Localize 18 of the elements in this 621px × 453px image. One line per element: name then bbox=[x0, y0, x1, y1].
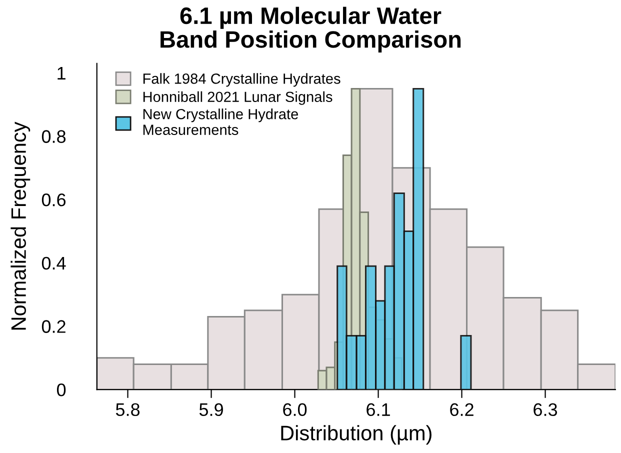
chart-title: 6.1 µm Molecular Water Band Position Comparison bbox=[160, 6, 461, 53]
x-tick-label: 6.0 bbox=[283, 403, 307, 416]
x-tick-label: 5.9 bbox=[199, 403, 223, 416]
legend-label: Falk 1984 Crystalline Hydrates bbox=[143, 73, 340, 87]
y-tick-label: 0 bbox=[56, 384, 66, 396]
x-tick-label: 6.3 bbox=[534, 403, 558, 416]
y-tick-label: 0.2 bbox=[42, 320, 66, 333]
y-tick-label: 0.6 bbox=[42, 194, 66, 206]
legend-label: Honniball 2021 Lunar Signals bbox=[143, 91, 332, 105]
x-axis-title: Distribution (µm) bbox=[281, 425, 432, 445]
legend-label: New Crystalline Hydrate Measurements bbox=[143, 108, 298, 135]
y-tick-label: 1 bbox=[58, 67, 66, 80]
x-tick-label: 6.1 bbox=[366, 403, 390, 416]
x-tick-label: 5.8 bbox=[116, 403, 140, 416]
y-axis-title: Normalized Frequency bbox=[10, 122, 30, 330]
x-tick-label: 6.2 bbox=[450, 403, 474, 416]
y-tick-label: 0.4 bbox=[42, 256, 66, 270]
y-tick-label: 0.8 bbox=[42, 130, 66, 143]
